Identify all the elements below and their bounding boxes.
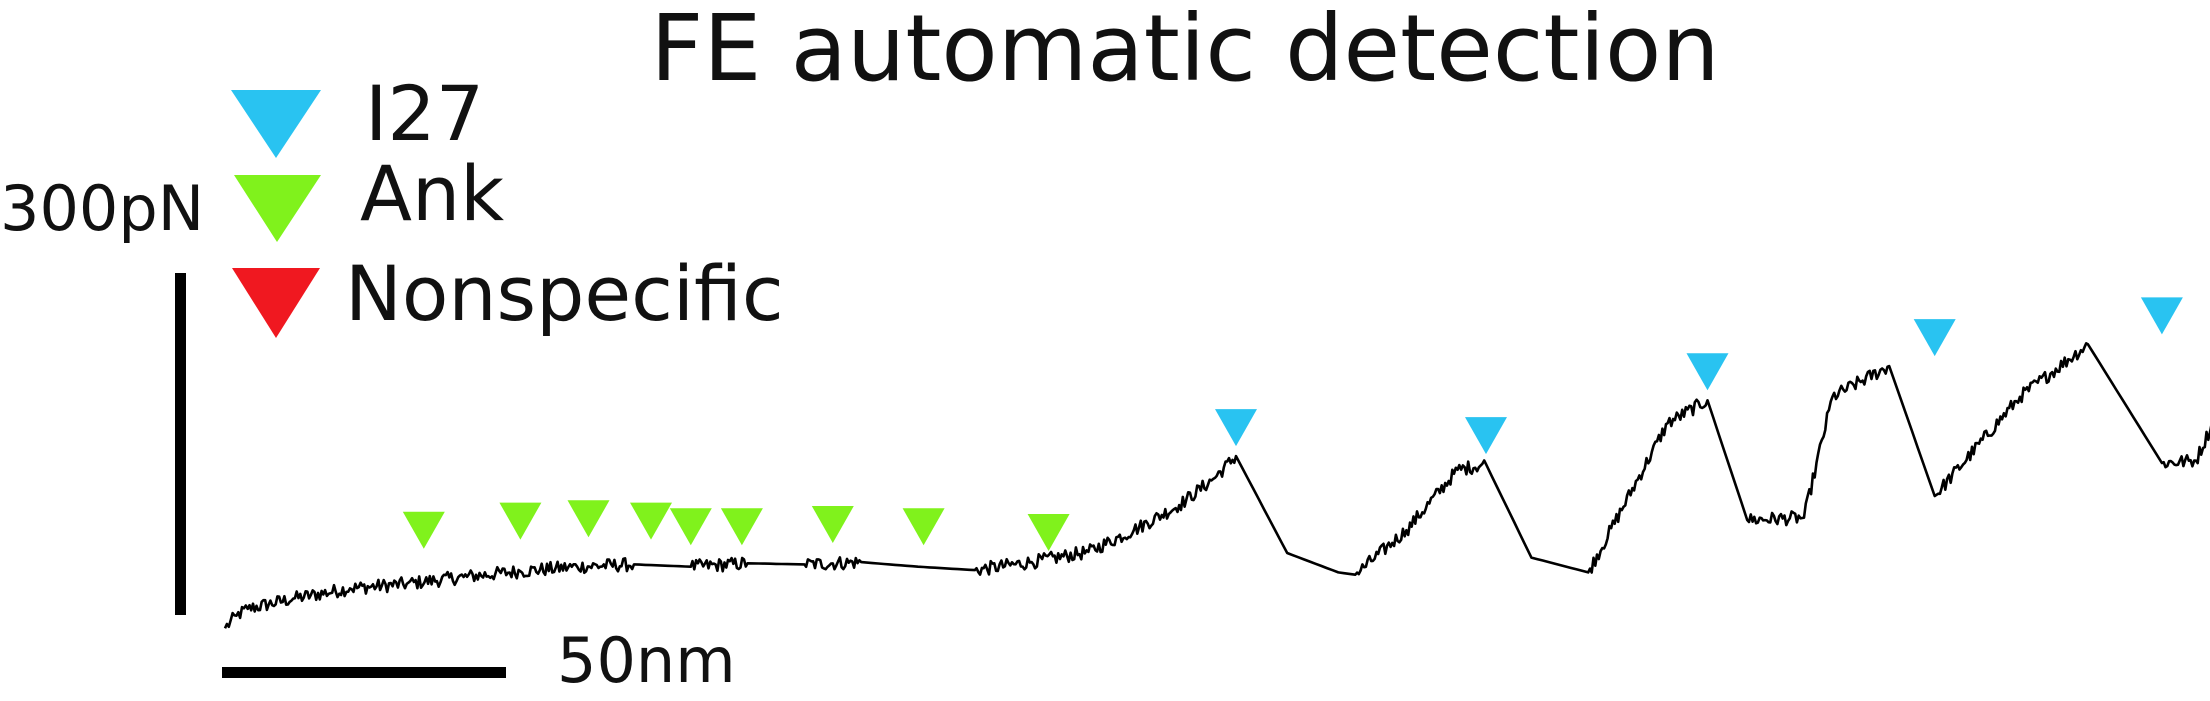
marker-i27-12	[1913, 319, 1956, 357]
marker-ank-3	[630, 502, 672, 540]
marker-i27-10	[1465, 417, 1507, 455]
legend-label-nonspecific: Nonspecific	[345, 249, 784, 338]
chart-title: FE automatic detection	[650, 0, 1719, 102]
force-extension-trace	[223, 342, 2210, 629]
marker-ank-6	[811, 506, 854, 543]
scale-bars: 300pN 50nm	[0, 172, 736, 697]
x-scale-label: 50nm	[557, 624, 736, 697]
legend-marker-nonspecific	[232, 268, 320, 338]
marker-ank-4	[669, 508, 712, 546]
event-markers	[402, 297, 2183, 551]
marker-ank-0	[402, 511, 445, 549]
x-scale-bar	[222, 667, 506, 678]
marker-i27-11	[1686, 353, 1729, 391]
marker-ank-2	[567, 500, 610, 538]
marker-ank-7	[902, 508, 945, 546]
y-scale-bar	[175, 273, 186, 615]
marker-i27-9	[1215, 409, 1257, 447]
legend-marker-ank	[234, 175, 321, 242]
marker-i27-13	[2140, 297, 2183, 335]
marker-ank-1	[499, 502, 542, 540]
y-scale-label: 300pN	[0, 172, 204, 245]
legend: I27 Ank Nonspecific	[231, 69, 784, 338]
marker-ank-8	[1027, 514, 1070, 551]
legend-label-i27: I27	[365, 69, 484, 158]
marker-ank-5	[720, 508, 763, 546]
legend-label-ank: Ank	[360, 149, 504, 238]
legend-marker-i27	[231, 90, 321, 158]
